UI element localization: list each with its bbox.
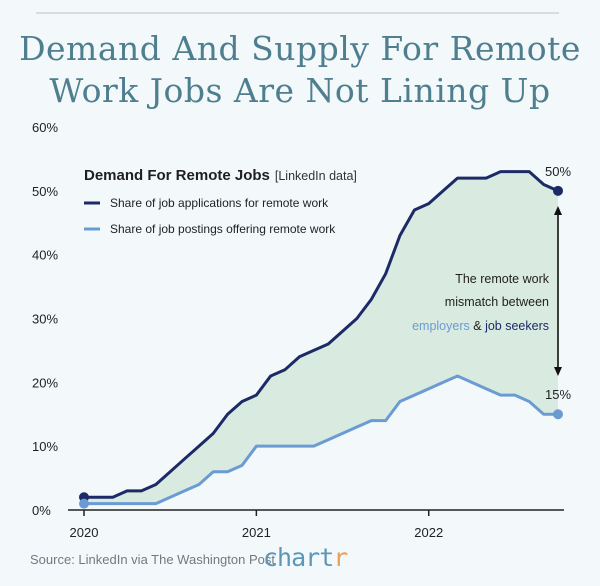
y-tick-label: 20% — [32, 375, 58, 390]
page-title: Demand And Supply For Remote Work Jobs A… — [0, 28, 600, 112]
x-tick-label: 2022 — [414, 525, 443, 540]
brand-logo: chartr — [263, 543, 348, 572]
annotation-backdrop — [448, 264, 552, 340]
series-line-applications — [84, 170, 559, 499]
annotation-line-1: The remote work — [455, 272, 550, 286]
x-tick-label: 2020 — [70, 525, 99, 540]
mismatch-annotation: The remote work mismatch between employe… — [412, 206, 562, 376]
title-line-2: Work Jobs Are Not Lining Up — [49, 71, 551, 110]
y-tick-label: 40% — [32, 248, 58, 263]
annotation-line-3: employers & job seekers — [412, 319, 549, 333]
legend-title: Demand For Remote Jobs [LinkedIn data] — [84, 167, 357, 184]
y-tick-label: 30% — [32, 312, 58, 327]
x-tick-label: 2021 — [242, 525, 271, 540]
annotation-employers: employers — [412, 319, 470, 333]
end-point-postings — [553, 409, 563, 420]
endpoint-markers — [79, 185, 563, 509]
mismatch-area — [84, 171, 558, 504]
y-tick-label: 50% — [32, 184, 58, 199]
annotation-arrow-head-down — [554, 367, 562, 376]
top-divider — [36, 12, 559, 14]
legend: Demand For Remote Jobs [LinkedIn data] Sh… — [84, 167, 357, 236]
y-tick-label: 60% — [32, 120, 58, 135]
end-label-postings: 15% — [545, 387, 571, 402]
annotation-amp: & — [470, 319, 485, 333]
y-axis-ticks: 0% 10% 20% 30% 40% 50% 60% — [32, 120, 58, 518]
y-tick-label: 0% — [32, 503, 51, 518]
start-point-postings — [79, 498, 89, 509]
x-axis-ticks: 2020 2021 2022 — [70, 510, 443, 540]
end-label-applications: 50% — [545, 164, 571, 179]
series-line-postings — [84, 374, 558, 506]
legend-label-postings: Share of job postings offering remote wo… — [110, 222, 336, 236]
y-tick-label: 10% — [32, 439, 58, 454]
annotation-job-seekers: job seekers — [484, 319, 549, 333]
title-line-1: Demand And Supply For Remote — [19, 29, 581, 68]
annotation-arrow-head-up — [554, 206, 562, 215]
source-note: Source: LinkedIn via The Washington Post — [30, 552, 275, 567]
legend-label-applications: Share of job applications for remote wor… — [110, 196, 329, 210]
annotation-line-2: mismatch between — [445, 295, 549, 309]
end-point-applications — [553, 185, 563, 196]
